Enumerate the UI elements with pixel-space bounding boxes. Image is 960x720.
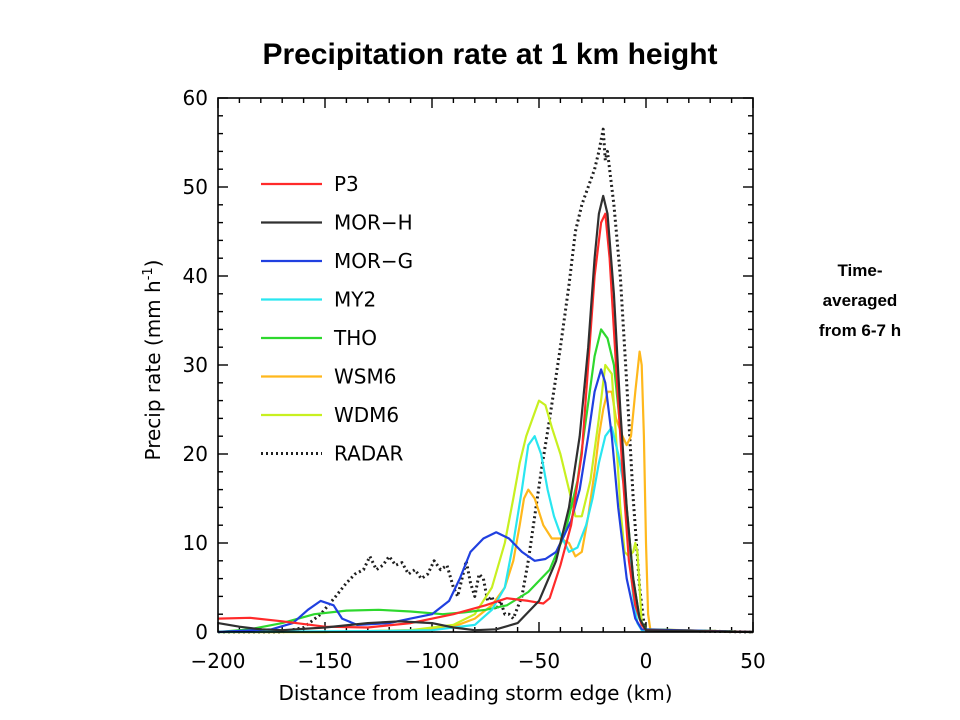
y-tick-label: 20	[183, 442, 208, 466]
legend-label-p3: P3	[334, 172, 359, 196]
series-line-tho	[217, 328, 754, 634]
series-line-my2	[217, 426, 754, 634]
legend-label-mor-h: MOR−H	[334, 211, 413, 235]
x-tick-label: −50	[518, 649, 560, 673]
side-note-line-1: Time-	[837, 261, 883, 280]
series-line-p3	[217, 212, 754, 634]
page-title: Precipitation rate at 1 km height	[262, 38, 718, 71]
y-tick-label: 50	[183, 175, 208, 199]
series-line-wdm6	[218, 363, 754, 634]
y-tick-label: 60	[183, 86, 208, 110]
y-tick-label: 30	[183, 353, 208, 377]
x-tick-label: −200	[191, 649, 246, 673]
legend-label-wsm6: WSM6	[334, 365, 396, 389]
x-tick-label: −100	[405, 649, 460, 673]
labels-layer: −200 −150 −100 −50 0 50 0 10 20 30 40 50 60 Distance …	[141, 86, 766, 705]
legend-label-tho: THO	[333, 326, 377, 350]
plot-frame	[217, 97, 754, 633]
y-axis-label: Precip rate (mm h-1)	[141, 260, 165, 461]
ticks-layer	[217, 97, 754, 633]
legend: P3 MOR−H MOR−G MY2 THO WSM6 WDM6 RADAR	[261, 172, 413, 466]
legend-label-wdm6: WDM6	[334, 403, 399, 427]
series-line-mor-h	[217, 194, 754, 634]
legend-label-mor-g: MOR−G	[334, 249, 413, 273]
x-tick-label: −150	[298, 649, 353, 673]
x-tick-label: 50	[740, 649, 765, 673]
y-tick-label: 40	[183, 264, 208, 288]
series-layer	[217, 127, 754, 634]
side-note: Time- averaged from 6-7 h	[790, 256, 930, 346]
legend-label-my2: MY2	[334, 288, 376, 312]
x-axis-label: Distance from leading storm edge (km)	[278, 681, 672, 705]
series-line-mor-g	[217, 368, 754, 634]
legend-label-radar: RADAR	[334, 442, 403, 466]
y-tick-label: 0	[195, 620, 208, 644]
series-line-radar	[218, 127, 754, 634]
side-note-line-2: averaged	[822, 291, 898, 310]
y-tick-label: 10	[183, 531, 208, 555]
x-tick-label: 0	[640, 649, 653, 673]
side-note-line-3: from 6-7 h	[818, 321, 902, 340]
